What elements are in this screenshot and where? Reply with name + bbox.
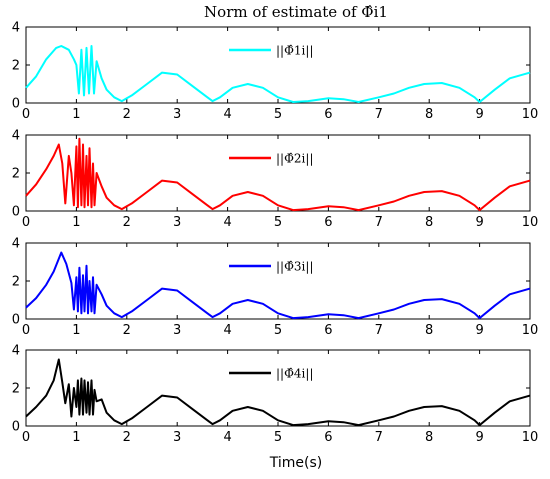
x-tick-label: 5	[274, 430, 282, 445]
legend-label: ||Φ̂3i||	[276, 260, 313, 274]
x-tick-label: 6	[324, 430, 332, 445]
x-tick-label: 8	[425, 215, 433, 230]
x-tick-label: 10	[522, 430, 539, 445]
y-tick-label: 0	[12, 313, 20, 328]
series-line	[25, 358, 531, 427]
x-tick-label: 4	[223, 107, 231, 122]
x-tick-label: 6	[324, 215, 332, 230]
y-tick-label: 4	[12, 21, 20, 36]
y-tick-label: 2	[12, 382, 20, 397]
x-tick-label: 3	[173, 323, 181, 338]
x-tick-label: 2	[123, 107, 131, 122]
y-tick-label: 0	[12, 97, 20, 112]
x-tick-label: 0	[22, 107, 30, 122]
x-tick-label: 2	[123, 215, 131, 230]
x-tick-label: 1	[72, 215, 80, 230]
legend: ||Φ̂2i||	[224, 141, 330, 175]
y-tick-label: 4	[12, 129, 20, 144]
x-tick-label: 2	[123, 430, 131, 445]
x-tick-label: 6	[324, 323, 332, 338]
subplot-3: 0 1 2 3 4 5 6 7 8 9 10 0 2 4 ||Φ̂3i||	[12, 237, 539, 339]
series-line	[25, 45, 531, 103]
x-tick-label: 7	[375, 107, 383, 122]
y-tick-label: 0	[12, 420, 20, 435]
x-tick-label: 8	[425, 323, 433, 338]
x-tick-label: 3	[173, 430, 181, 445]
y-tick-label: 2	[12, 167, 20, 182]
y-tick-label: 4	[12, 344, 20, 359]
x-tick-label: 9	[475, 430, 483, 445]
series-line	[25, 251, 531, 320]
x-tick-label: 9	[475, 107, 483, 122]
x-tick-label: 4	[223, 430, 231, 445]
subplot-1: 0 1 2 3 4 5 6 7 8 9 10 0 2 4 ||Φ̂1i||	[12, 21, 539, 123]
x-tick-label: 4	[223, 323, 231, 338]
x-tick-label: 1	[72, 430, 80, 445]
y-tick-label: 4	[12, 237, 20, 252]
legend: ||Φ̂3i||	[224, 249, 330, 283]
x-tick-label: 0	[22, 215, 30, 230]
y-tick-label: 2	[12, 59, 20, 74]
series-line	[25, 137, 531, 212]
x-tick-label: 3	[173, 107, 181, 122]
x-tick-label: 1	[72, 323, 80, 338]
x-tick-label: 0	[22, 323, 30, 338]
x-tick-label: 1	[72, 107, 80, 122]
x-tick-label: 0	[22, 430, 30, 445]
x-tick-label: 10	[522, 107, 539, 122]
legend-label: ||Φ̂2i||	[276, 152, 313, 166]
x-tick-label: 2	[123, 323, 131, 338]
subplot-2: 0 1 2 3 4 5 6 7 8 9 10 0 2 4 ||Φ̂2i||	[12, 129, 539, 231]
x-tick-label: 4	[223, 215, 231, 230]
x-tick-label: 8	[425, 107, 433, 122]
x-tick-label: 10	[522, 215, 539, 230]
x-tick-label: 7	[375, 430, 383, 445]
x-tick-label: 10	[522, 323, 539, 338]
chart-title: Norm of estimate of Φ̂i1	[204, 3, 388, 21]
x-tick-label: 7	[375, 323, 383, 338]
x-tick-label: 7	[375, 215, 383, 230]
y-tick-label: 2	[12, 275, 20, 290]
x-tick-label: 5	[274, 215, 282, 230]
legend-label: ||Φ̂4i||	[276, 367, 313, 381]
x-tick-label: 8	[425, 430, 433, 445]
x-axis-label: Time(s)	[269, 455, 322, 471]
legend: ||Φ̂4i||	[224, 356, 330, 390]
x-tick-label: 5	[274, 107, 282, 122]
x-tick-label: 3	[173, 215, 181, 230]
legend-label: ||Φ̂1i||	[276, 44, 313, 58]
x-tick-label: 9	[475, 323, 483, 338]
y-tick-label: 0	[12, 205, 20, 220]
x-tick-label: 9	[475, 215, 483, 230]
x-tick-label: 6	[324, 107, 332, 122]
x-tick-label: 5	[274, 323, 282, 338]
subplot-4: 0 1 2 3 4 5 6 7 8 9 10 0 2 4 ||Φ̂4i||	[12, 344, 539, 446]
legend: ||Φ̂1i||	[224, 33, 330, 67]
